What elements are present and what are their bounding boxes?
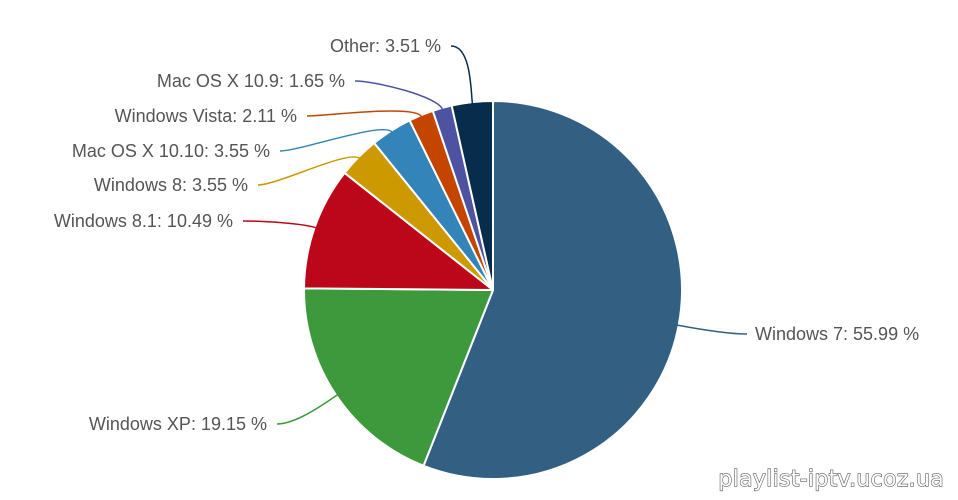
slice-label: Mac OS X 10.10: 3.55 % <box>72 141 270 161</box>
connector-line <box>242 220 317 229</box>
connector-line <box>276 393 339 425</box>
slice-label: Windows XP: 19.15 % <box>89 414 267 434</box>
connector-line <box>306 110 423 118</box>
slice-label: Windows 7: 55.99 % <box>755 324 919 344</box>
connector-line <box>257 156 361 186</box>
connector-line <box>354 80 444 111</box>
connector-line <box>450 45 474 105</box>
connector-line <box>279 128 394 152</box>
connector-line <box>676 324 748 335</box>
watermark-text: playlist-iptv.ucoz.ua <box>718 466 945 492</box>
slice-label: Windows 8: 3.55 % <box>94 175 248 195</box>
slice-label: Windows Vista: 2.11 % <box>115 106 297 126</box>
slice-label: Windows 8.1: 10.49 % <box>54 211 233 231</box>
slice-label: Mac OS X 10.9: 1.65 % <box>157 71 345 91</box>
slice-label: Other: 3.51 % <box>330 36 441 56</box>
